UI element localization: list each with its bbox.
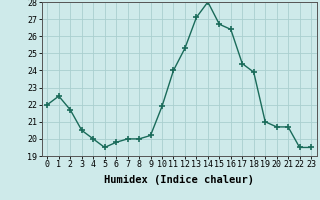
- X-axis label: Humidex (Indice chaleur): Humidex (Indice chaleur): [104, 175, 254, 185]
